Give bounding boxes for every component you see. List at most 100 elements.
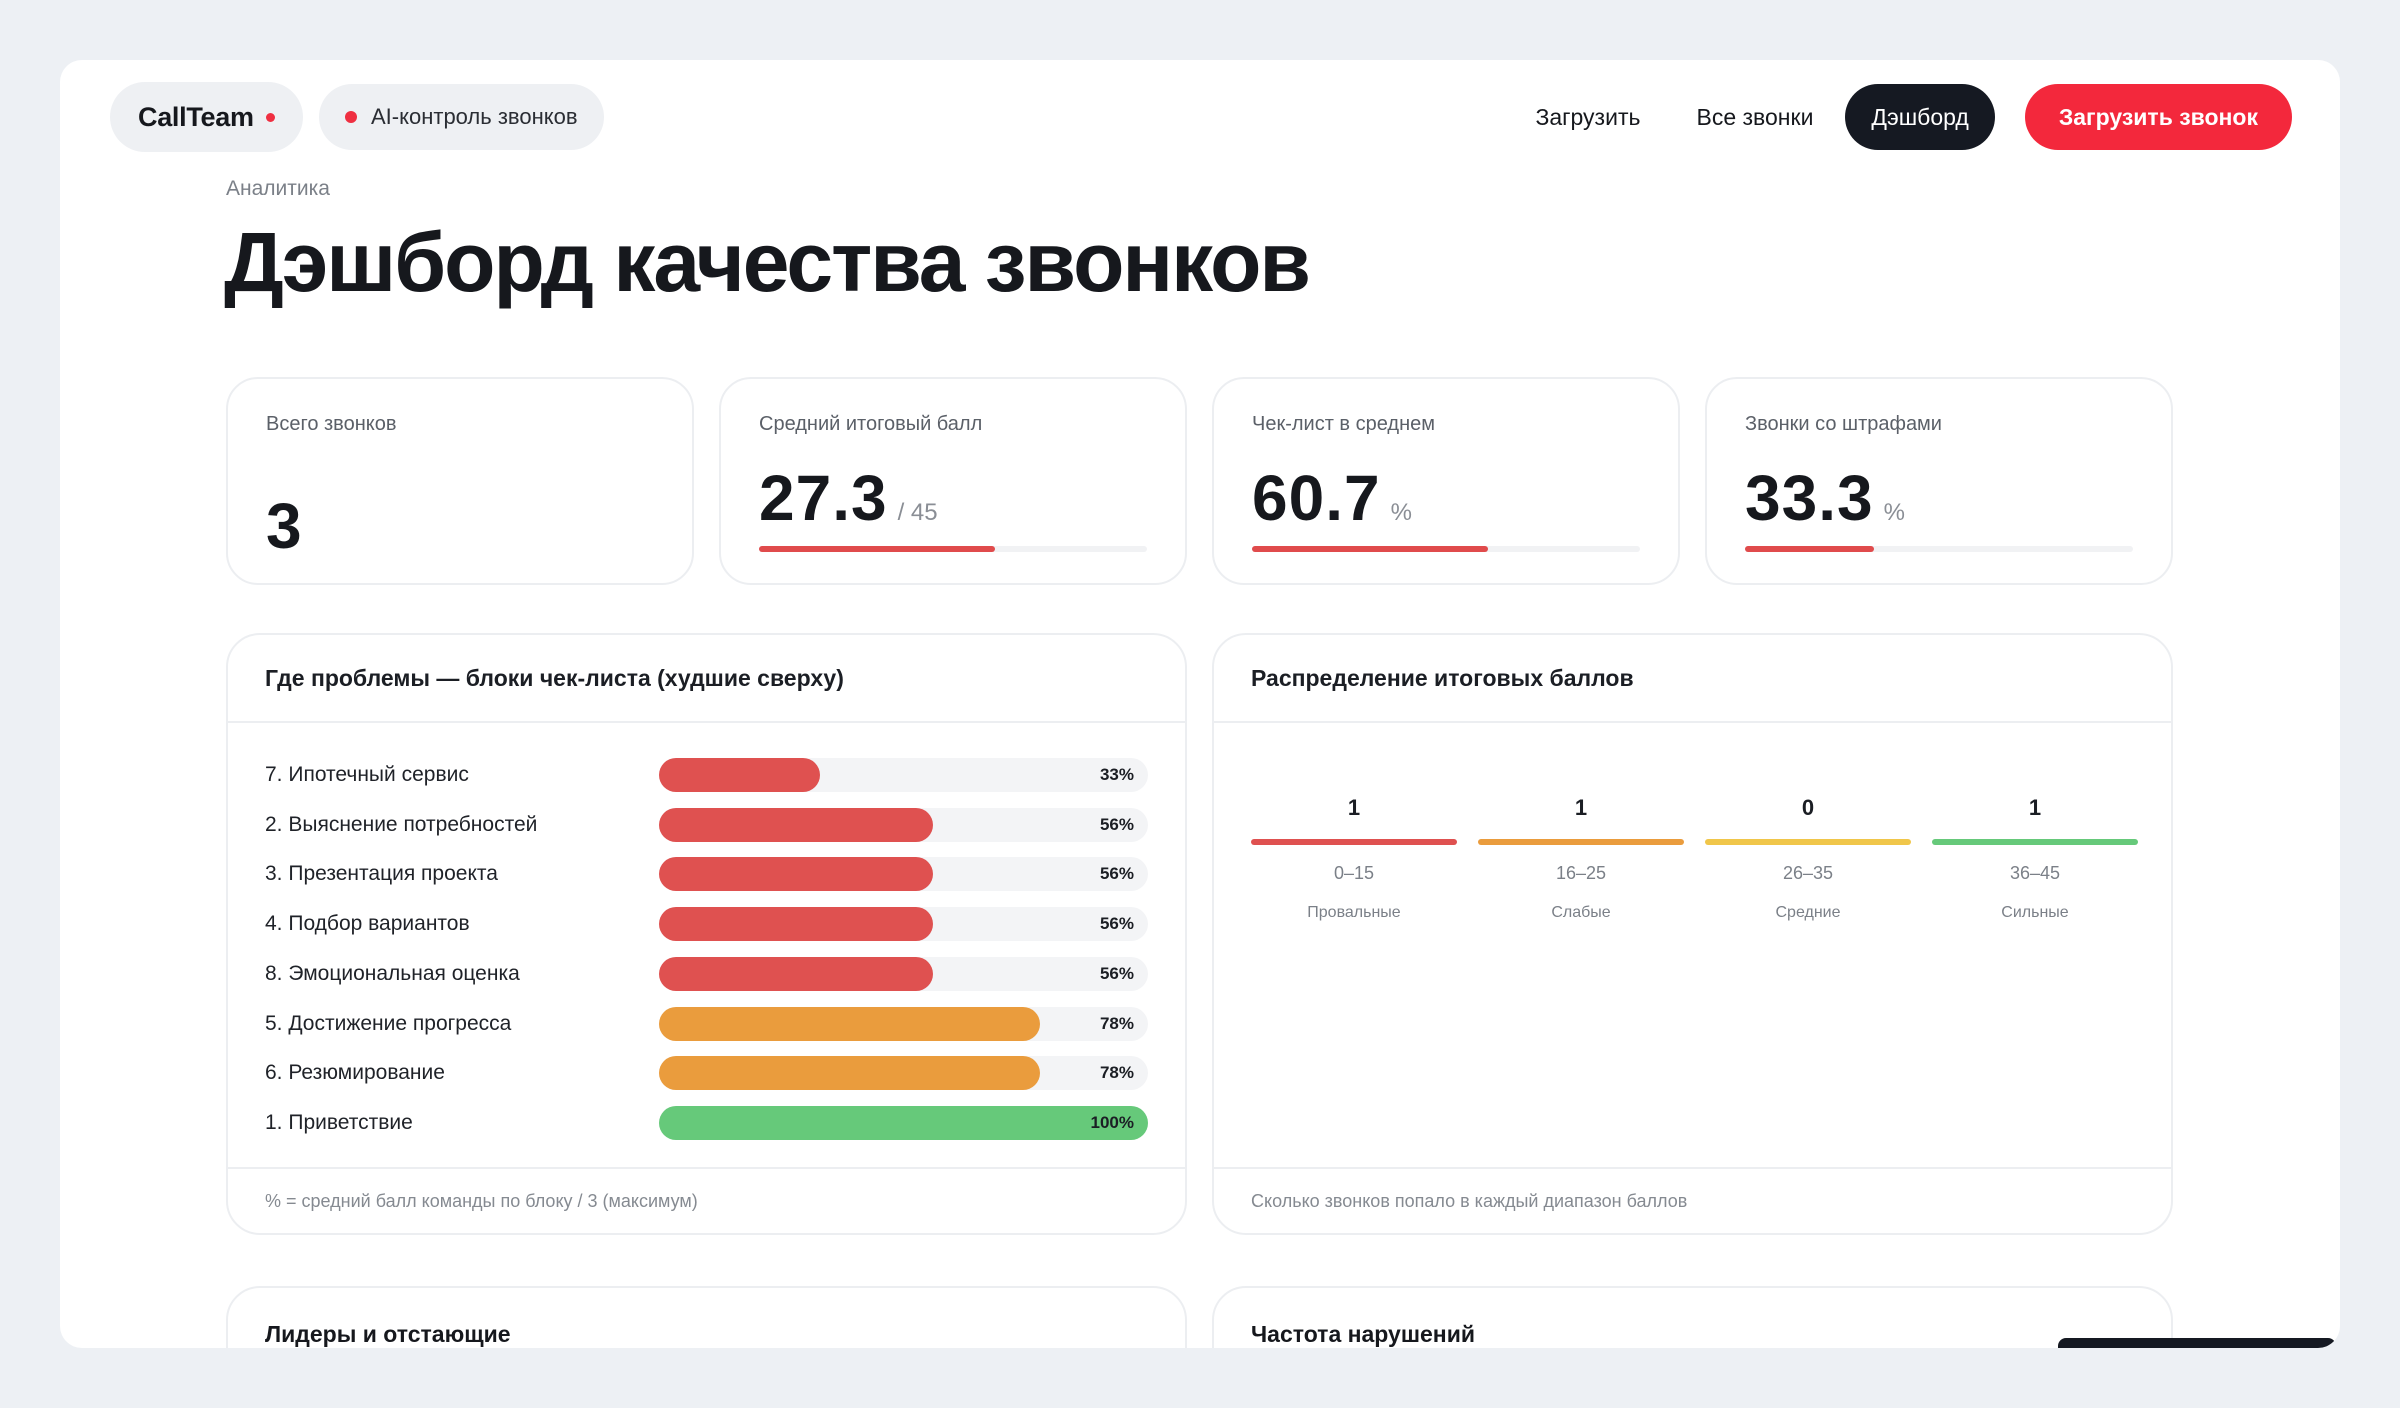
- bucket-bar: [1932, 839, 2138, 845]
- block-row: 7. Ипотечный сервис 33%: [265, 757, 1148, 793]
- nav-upload-link[interactable]: Загрузить: [1535, 103, 1641, 130]
- kpi-value: 60.7: [1252, 462, 1381, 534]
- kpi-progress-fill: [759, 546, 995, 552]
- upload-call-button[interactable]: Загрузить звонок: [2024, 84, 2292, 150]
- bucket-bar: [1478, 839, 1684, 845]
- kpi-value: 33.3: [1745, 462, 1874, 534]
- kpi-card-avg-score: Средний итоговый балл 27.3 / 45: [719, 377, 1187, 585]
- block-bar-fill: [659, 1105, 1148, 1140]
- block-row: 5. Достижение прогресса 78%: [265, 1006, 1148, 1042]
- panel-title: Где проблемы — блоки чек-листа (худшие с…: [228, 635, 1185, 723]
- bucket-count: 1: [2028, 795, 2042, 820]
- kpi-value: 3: [266, 490, 302, 562]
- kpi-progress-fill: [1745, 546, 1875, 552]
- bucket-name: Провальные: [1307, 904, 1401, 921]
- block-percent: 56%: [1099, 814, 1134, 834]
- bucket-name: Сильные: [2001, 904, 2069, 921]
- panel-footnote: % = средний балл команды по блоку / 3 (м…: [228, 1167, 1185, 1233]
- kpi-unit: %: [1390, 499, 1412, 526]
- block-label: 3. Презентация проекта: [265, 862, 498, 886]
- block-label: 5. Достижение прогресса: [265, 1011, 512, 1035]
- bucket-name: Слабые: [1551, 904, 1611, 921]
- brand-logo[interactable]: CallTeam: [110, 82, 303, 152]
- panel-title: Лидеры и отстающие: [265, 1321, 511, 1347]
- block-bar-fill: [659, 907, 933, 942]
- distribution-bucket: 1 0–15 Провальные: [1251, 795, 1457, 922]
- bucket-bar: [1705, 839, 1911, 845]
- brand-dot-icon: [265, 112, 275, 122]
- violations-panel: Частота нарушений: [1212, 1286, 2173, 1348]
- kpi-value: 27.3: [759, 462, 888, 534]
- kpi-progress-track: [1252, 546, 1640, 552]
- floating-widget[interactable]: [2058, 1338, 2336, 1348]
- kpi-progress-track: [1745, 546, 2133, 552]
- product-tag: AI-контроль звонков: [319, 84, 604, 150]
- block-bar-track: 56%: [659, 956, 1148, 991]
- block-row: 6. Резюмирование 78%: [265, 1055, 1148, 1091]
- brand-name: CallTeam: [138, 101, 254, 132]
- kpi-label: Средний итоговый балл: [759, 413, 983, 435]
- block-label: 8. Эмоциональная оценка: [265, 961, 520, 985]
- kpi-label: Звонки со штрафами: [1745, 413, 1942, 435]
- product-tag-label: AI-контроль звонков: [371, 104, 578, 129]
- block-bar-fill: [659, 758, 821, 792]
- block-percent: 33%: [1099, 765, 1134, 784]
- block-bar-fill: [659, 1006, 1041, 1041]
- bucket-range: 0–15: [1333, 863, 1375, 883]
- status-dot-icon: [345, 111, 357, 123]
- kpi-progress-fill: [1252, 546, 1488, 552]
- distribution-chart: 1 0–15 Провальные 1 16–25 Слабые 0 26–35 Средние…: [1251, 795, 2138, 955]
- block-percent: 56%: [1099, 963, 1134, 983]
- panel-footnote: Сколько звонков попало в каждый диапазон…: [1214, 1167, 2171, 1233]
- block-row: 4. Подбор вариантов 56%: [265, 906, 1148, 942]
- bucket-range: 16–25: [1555, 863, 1607, 883]
- app-window: CallTeam AI-контроль звонков Загрузить В…: [60, 60, 2340, 1348]
- kpi-unit: %: [1883, 499, 1905, 526]
- block-bar-fill: [659, 1056, 1041, 1091]
- leaders-panel: Лидеры и отстающие: [226, 1286, 1187, 1348]
- page-title: Дэшборд качества звонков: [224, 215, 1311, 309]
- bucket-bar: [1251, 839, 1457, 845]
- kpi-card-checklist-avg: Чек-лист в среднем 60.7 %: [1212, 377, 1680, 585]
- checklist-blocks-panel: Где проблемы — блоки чек-листа (худшие с…: [226, 633, 1187, 1235]
- block-label: 4. Подбор вариантов: [265, 912, 470, 936]
- block-label: 6. Резюмирование: [265, 1061, 445, 1085]
- block-bar-track: 56%: [659, 857, 1148, 892]
- distribution-bucket: 1 16–25 Слабые: [1478, 795, 1684, 922]
- block-bar-track: 33%: [659, 758, 1148, 792]
- block-bar-track: 78%: [659, 1006, 1148, 1041]
- block-percent: 56%: [1099, 864, 1134, 884]
- block-bar-track: 78%: [659, 1056, 1148, 1091]
- score-distribution-panel: Распределение итоговых баллов 1 0–15 Прова…: [1212, 633, 2173, 1235]
- panel-title: Частота нарушений: [1251, 1321, 1475, 1347]
- block-bar-fill: [659, 956, 933, 991]
- block-label: 7. Ипотечный сервис: [265, 763, 469, 786]
- block-bar-track: 56%: [659, 907, 1148, 942]
- bucket-count: 0: [1801, 795, 1815, 820]
- block-percent: 100%: [1090, 1112, 1134, 1132]
- distribution-bucket: 1 36–45 Сильные: [1932, 795, 2138, 922]
- bucket-count: 1: [1574, 795, 1588, 820]
- block-label: 1. Приветствие: [265, 1110, 413, 1134]
- bucket-range: 26–35: [1782, 863, 1834, 883]
- block-bar-track: 56%: [659, 807, 1148, 842]
- block-bar-fill: [659, 807, 933, 842]
- kpi-card-penalties: Звонки со штрафами 33.3 %: [1705, 377, 2173, 585]
- block-percent: 78%: [1099, 1063, 1134, 1083]
- block-label: 2. Выяснение потребностей: [265, 812, 538, 836]
- block-row: 8. Эмоциональная оценка 56%: [265, 956, 1148, 992]
- breadcrumb[interactable]: Аналитика: [226, 177, 330, 200]
- kpi-progress-track: [759, 546, 1147, 552]
- kpi-unit: / 45: [897, 499, 938, 526]
- block-row: 2. Выяснение потребностей 56%: [265, 807, 1148, 843]
- kpi-label: Всего звонков: [266, 413, 397, 435]
- distribution-bucket: 0 26–35 Средние: [1705, 795, 1911, 922]
- top-nav: Загрузить Все звонки Дэшборд Загрузить з…: [1507, 84, 2292, 150]
- block-percent: 78%: [1099, 1013, 1134, 1033]
- panel-title: Распределение итоговых баллов: [1214, 635, 2171, 723]
- bucket-count: 1: [1347, 795, 1361, 820]
- nav-dashboard-tab[interactable]: Дэшборд: [1845, 84, 1995, 150]
- block-bar-fill: [659, 857, 933, 892]
- block-bar-track: 100%: [659, 1105, 1148, 1140]
- nav-all-calls-link[interactable]: Все звонки: [1696, 103, 1814, 130]
